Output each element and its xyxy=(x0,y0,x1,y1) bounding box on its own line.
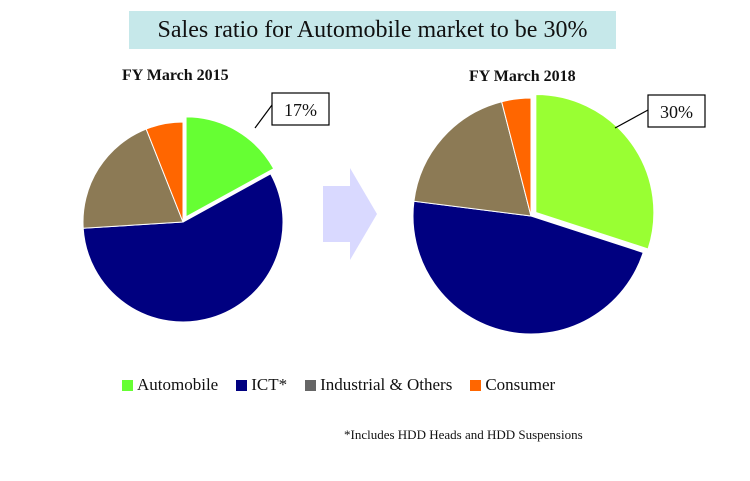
pie-2015-slice-ict xyxy=(82,173,284,323)
pie-2018-slice-industrial-others xyxy=(413,101,532,217)
legend-label-consumer: Consumer xyxy=(485,375,556,394)
legend-item-automobile: Automobile xyxy=(122,375,218,395)
pie-2018-slice-consumer xyxy=(501,97,532,217)
legend-swatch-consumer xyxy=(470,379,482,391)
footnote: *Includes HDD Heads and HDD Suspensions xyxy=(344,427,583,442)
label-callout-2015: 17% xyxy=(254,92,330,129)
pie-2018-title: FY March 2018 xyxy=(469,68,576,85)
automobile-2015-label: 17% xyxy=(284,100,317,120)
legend-item-ict: ICT* xyxy=(236,375,287,395)
pie-2018 xyxy=(412,93,655,335)
legend-swatch-automobile xyxy=(122,379,133,391)
legend-swatch-ict xyxy=(236,379,248,391)
legend: Automobile ICT* Industrial & Others Cons… xyxy=(122,375,573,395)
legend-item-industrial: Industrial & Others xyxy=(305,375,452,395)
pie-2018-slice-ict xyxy=(412,200,644,335)
legend-label-ict: ICT* xyxy=(251,375,288,394)
transition-arrow xyxy=(323,168,377,260)
pie-2015-slice-industrial-others xyxy=(82,128,184,229)
legend-label-industrial: Industrial & Others xyxy=(320,375,453,394)
label-callout-2018: 30% xyxy=(614,94,706,129)
chart-title: Sales ratio for Automobile market to be … xyxy=(129,11,616,49)
pie-2015 xyxy=(82,116,284,323)
pie-2015-title: FY March 2015 xyxy=(122,67,229,84)
pie-2015-slice-automobile xyxy=(185,116,275,218)
legend-label-automobile: Automobile xyxy=(137,375,219,394)
pie-2015-slice-consumer xyxy=(145,121,184,223)
pie-2018-slice-automobile xyxy=(535,93,655,250)
legend-item-consumer: Consumer xyxy=(470,375,555,395)
legend-swatch-industrial xyxy=(305,379,317,391)
automobile-2018-label: 30% xyxy=(660,102,693,122)
